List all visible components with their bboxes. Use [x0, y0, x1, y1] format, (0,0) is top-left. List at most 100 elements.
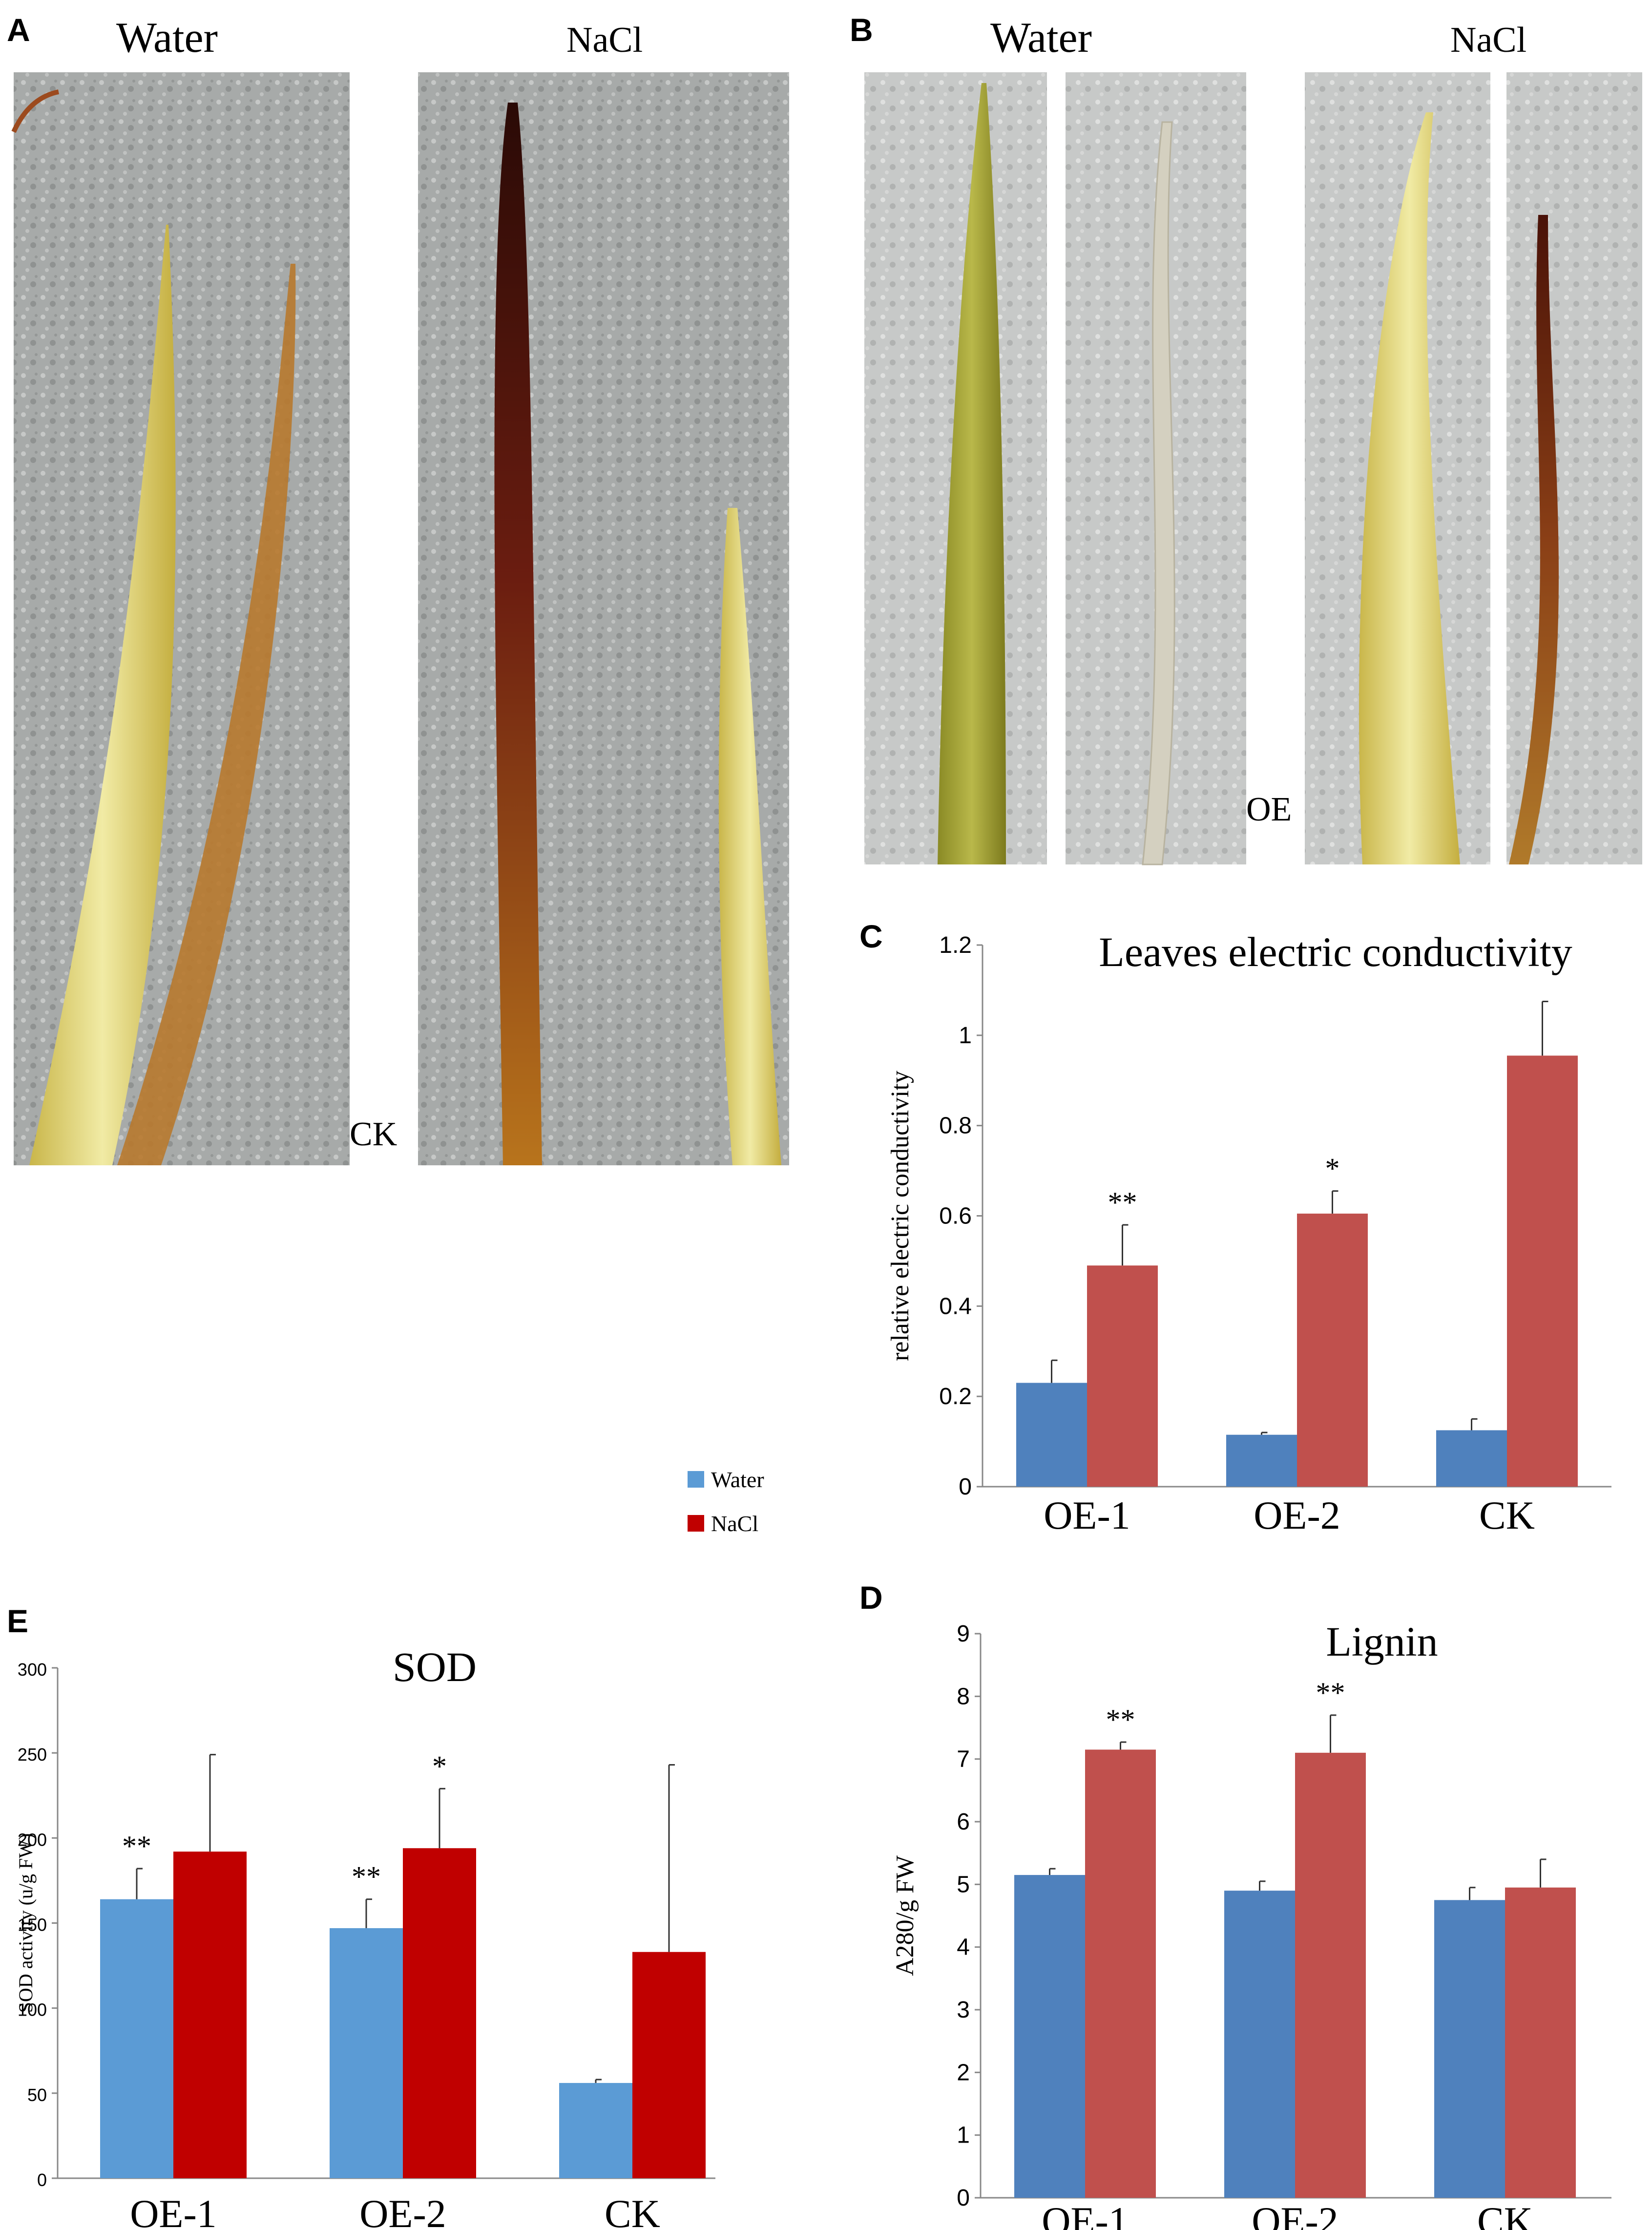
chart-title: SOD — [393, 1643, 477, 1690]
y-tick-label: 0.8 — [939, 1113, 972, 1139]
legend-swatch-water — [688, 1471, 704, 1488]
y-axis-label: SOD activity (u/g FW) — [15, 1833, 37, 2013]
y-tick-label: 0 — [959, 1474, 972, 1500]
panel-letter-b: B — [850, 12, 873, 48]
root-ck-nacl-pale — [718, 508, 781, 1165]
bar-nacl-oe-2 — [403, 1848, 476, 2178]
y-tick-label: 0.4 — [939, 1293, 972, 1319]
x-category-label: OE-2 — [359, 2191, 446, 2230]
panel-b-water-label: Water — [990, 14, 1092, 62]
significance-marker: ** — [1316, 1677, 1345, 1709]
x-category-label: CK — [1477, 2199, 1533, 2230]
panel-a-water-label: Water — [116, 14, 218, 62]
y-tick-label: 300 — [18, 1660, 47, 1680]
bar-water-oe-2 — [1226, 1434, 1297, 1487]
panel-d: D Lignin A280/g FW 0 1 2 3 4 5 6 7 8 9 OE-1 OE-2 CK ** *… — [859, 1579, 1611, 2230]
photo-a-water — [11, 72, 350, 1165]
photo-b-nacl-2-background — [1506, 72, 1642, 864]
bar-nacl-oe-1 — [173, 1851, 247, 2178]
y-tick-label: 200 — [18, 1830, 47, 1850]
bar-nacl-oe-1 — [1085, 1749, 1156, 2198]
significance-marker: ** — [1108, 1186, 1137, 1219]
bar-nacl-ck — [1505, 1887, 1576, 2198]
panel-a: A Water NaCl CK — [7, 12, 789, 1165]
panel-a-nacl-label: NaCl — [566, 20, 643, 60]
y-tick-label: 9 — [957, 1621, 970, 1647]
y-tick-label: 1 — [957, 2123, 970, 2148]
y-axis-label: relative electric conductivity — [886, 1071, 914, 1361]
chart-title: Leaves electric conductivity — [1099, 928, 1572, 975]
bar-water-oe-1 — [1016, 1383, 1087, 1487]
legend-label-nacl: NaCl — [711, 1511, 758, 1536]
chart-c: Leaves electric conductivity relative ele… — [886, 928, 1611, 1537]
bar-water-oe-1 — [1014, 1875, 1085, 2198]
panel-letter-c: C — [859, 918, 883, 954]
legend-swatch-nacl — [688, 1515, 704, 1532]
y-tick-label: 5 — [957, 1872, 970, 1897]
bar-water-ck — [1434, 1900, 1505, 2198]
bar-water-oe-1 — [100, 1899, 173, 2178]
bar-nacl-oe-1 — [1087, 1265, 1158, 1487]
root-oe-water-2 — [1142, 121, 1175, 865]
panel-letter-e: E — [7, 1603, 28, 1639]
legend-label-water: Water — [711, 1467, 764, 1492]
bar-nacl-oe-2 — [1297, 1213, 1368, 1487]
significance-marker: * — [1325, 1153, 1340, 1185]
significance-marker: * — [432, 1750, 447, 1782]
bar-water-ck — [559, 2083, 632, 2178]
y-tick-label: 50 — [27, 2085, 47, 2105]
y-axis-label: A280/g FW — [891, 1855, 919, 1976]
x-category-label: OE-1 — [130, 2191, 217, 2230]
root-oe-nacl-1 — [1359, 112, 1460, 864]
photo-a-nacl — [418, 72, 789, 1165]
panel-e: E SOD SOD activity (u/g FW) 0 50 100 150 200 25… — [7, 1603, 715, 2230]
bar-water-oe-2 — [330, 1928, 403, 2178]
root-ck-water-2 — [117, 264, 296, 1165]
chart-d: Lignin A280/g FW 0 1 2 3 4 5 6 7 8 9 OE-1 OE-2 CK ** ** — [891, 1618, 1611, 2230]
chart-title: Lignin — [1326, 1618, 1438, 1665]
y-tick-label: 0 — [37, 2170, 47, 2190]
y-tick-label: 250 — [18, 1745, 47, 1765]
y-tick-label: 0.6 — [939, 1203, 972, 1229]
panel-letter-d: D — [859, 1579, 883, 1616]
bar-nacl-ck — [1507, 1055, 1578, 1487]
bar-nacl-ck — [632, 1952, 706, 2178]
y-tick-label: 7 — [957, 1746, 970, 1772]
bar-water-oe-2 — [1224, 1891, 1295, 2198]
x-category-label: OE-1 — [1042, 2199, 1129, 2230]
y-tick-label: 2 — [957, 2060, 970, 2085]
root-fragment — [11, 89, 60, 133]
photo-b-nacl-1 — [1305, 72, 1490, 864]
y-tick-label: 1.2 — [939, 932, 972, 958]
bar-nacl-oe-2 — [1295, 1752, 1366, 2198]
root-ck-nacl-dark — [494, 103, 542, 1165]
root-ck-water-1 — [29, 225, 176, 1165]
panel-b-side-label: OE — [1246, 791, 1292, 828]
y-tick-label: 150 — [18, 1915, 47, 1935]
panel-a-side-label: CK — [350, 1115, 397, 1153]
photo-b-water-2 — [1066, 72, 1246, 865]
panel-c: C Leaves electric conductivity relative e… — [859, 918, 1611, 1537]
significance-marker: ** — [352, 1861, 381, 1893]
x-category-label: OE-2 — [1254, 1493, 1340, 1537]
photo-b-water-1 — [864, 72, 1047, 864]
y-tick-label: 3 — [957, 1997, 970, 2023]
x-category-label: OE-1 — [1044, 1493, 1130, 1537]
panel-b: B Water NaCl OE — [850, 12, 1642, 865]
y-tick-label: 6 — [957, 1809, 970, 1835]
y-tick-label: 4 — [957, 1935, 970, 1960]
root-oe-water-1 — [938, 83, 1006, 864]
root-oe-nacl-2 — [1509, 215, 1559, 864]
x-category-label: CK — [605, 2191, 660, 2230]
panel-letter-a: A — [7, 12, 30, 48]
legend: Water NaCl — [688, 1467, 764, 1536]
bar-water-ck — [1436, 1430, 1507, 1487]
y-tick-label: 8 — [957, 1683, 970, 1709]
y-tick-label: 100 — [18, 2000, 47, 2020]
significance-marker: ** — [1106, 1704, 1135, 1736]
panel-b-nacl-label: NaCl — [1450, 20, 1527, 60]
significance-marker: ** — [122, 1830, 151, 1862]
y-tick-label: 1 — [959, 1023, 972, 1049]
y-tick-label: 0 — [957, 2185, 970, 2211]
